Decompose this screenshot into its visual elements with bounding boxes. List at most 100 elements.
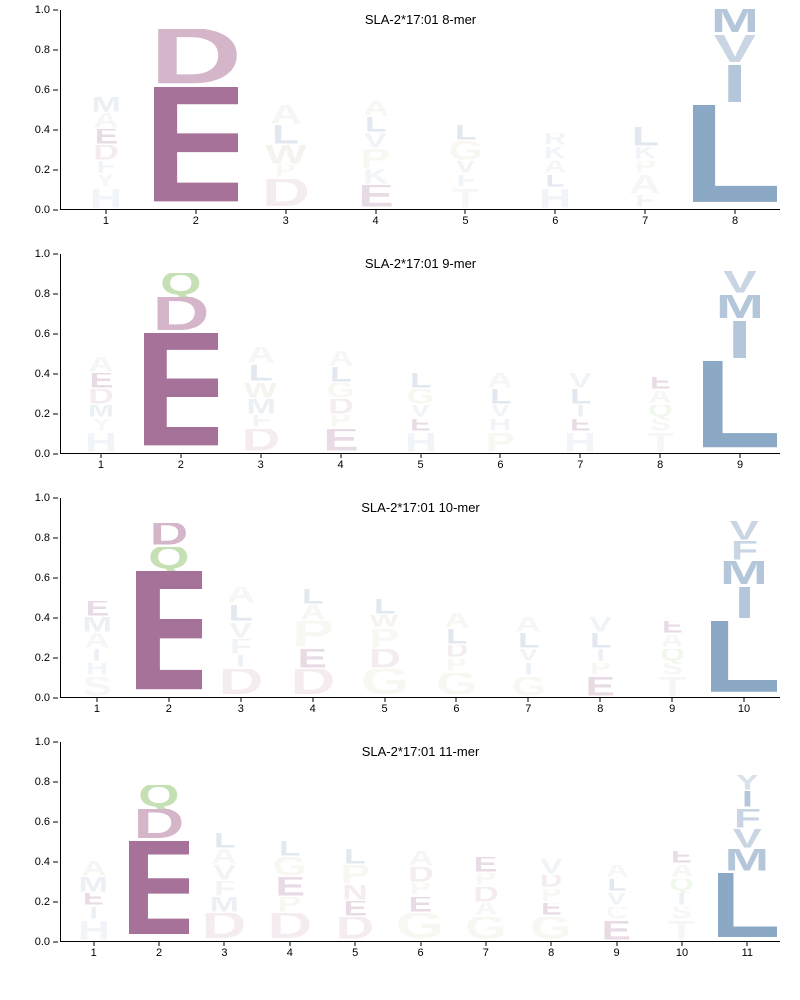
- logo-column: ED: [151, 10, 241, 209]
- x-tick-label: 5: [462, 215, 468, 227]
- y-tick-mark: [53, 578, 58, 579]
- logo-column: HYMDEA: [61, 254, 141, 453]
- logo-panel: SLA-2*17:01 8-mer0.00.20.40.60.81.0HYFDE…: [10, 10, 790, 240]
- logo-letter: D: [64, 389, 138, 405]
- x-tick-mark: [420, 453, 421, 458]
- y-tick-mark: [53, 498, 58, 499]
- logo-letter: T: [639, 677, 705, 697]
- logo-letter: A: [513, 161, 597, 175]
- logo-letter: D: [224, 429, 298, 453]
- x-tick-label: 9: [737, 459, 743, 471]
- logo-panel: SLA-2*17:01 9-mer0.00.20.40.60.81.0HYMDE…: [10, 254, 790, 484]
- logo-letter: M: [224, 399, 298, 415]
- logo-letter: P: [567, 663, 633, 677]
- logo-letter: G: [304, 383, 378, 399]
- logo-letter: G: [495, 677, 561, 697]
- logo-letter: A: [603, 175, 687, 195]
- x-tick-label: 11: [742, 947, 753, 959]
- y-tick-label: 0.2: [35, 652, 50, 664]
- logo-column: EPILV: [564, 498, 636, 697]
- logo-letter: D: [64, 145, 148, 161]
- logo-column: GEPDA: [388, 742, 453, 941]
- logo-letter: P: [463, 433, 537, 453]
- x-tick-mark: [672, 697, 673, 702]
- logo-letter: L: [587, 879, 646, 893]
- logo-letter: H: [513, 189, 597, 209]
- logo-column: SHIAME: [61, 498, 133, 697]
- panel-title: SLA-2*17:01 10-mer: [361, 500, 480, 515]
- logo-letter: L: [352, 599, 418, 615]
- plot-area: SLA-2*17:01 11-mer0.00.20.40.60.81.0HIEM…: [60, 742, 780, 942]
- x-tick-label: 3: [238, 703, 244, 715]
- x-tick-label: 6: [552, 215, 558, 227]
- logo-letter: R: [513, 133, 597, 147]
- y-tick-mark: [53, 538, 58, 539]
- logo-letter: V: [587, 893, 646, 907]
- logo-letter: F: [424, 175, 508, 189]
- logo-column: EPDGLA: [301, 254, 381, 453]
- logo-letter: I: [64, 907, 123, 921]
- logo-column: GADPE: [453, 742, 518, 941]
- x-tick-mark: [260, 453, 261, 458]
- x-tick-mark: [168, 697, 169, 702]
- x-tick-label: 2: [156, 947, 162, 959]
- x-tick-label: 7: [525, 703, 531, 715]
- logo-letter: G: [456, 917, 515, 941]
- logo-column: TFVGL: [421, 10, 511, 209]
- x-tick-label: 2: [193, 215, 199, 227]
- x-tick-mark: [180, 453, 181, 458]
- logo-letter: F: [718, 809, 777, 829]
- logo-letter: V: [543, 373, 617, 389]
- x-tick-mark: [744, 697, 745, 702]
- logo-letter: E: [154, 87, 238, 209]
- logo-letter: W: [224, 383, 298, 399]
- logo-letter: D: [352, 649, 418, 669]
- logo-column: DPWLA: [241, 10, 331, 209]
- logo-letter: L: [260, 841, 319, 857]
- y-tick-mark: [53, 10, 58, 11]
- y-tick-label: 0.0: [35, 204, 50, 216]
- plot-area: SLA-2*17:01 8-mer0.00.20.40.60.81.0HYFDE…: [60, 10, 780, 210]
- x-tick-label: 4: [287, 947, 293, 959]
- logo-letter: I: [693, 65, 777, 105]
- logo-column: FAPKL: [600, 10, 690, 209]
- logo-letter: D: [325, 917, 384, 941]
- x-tick-label: 5: [352, 947, 358, 959]
- logo-letter: F: [711, 541, 777, 561]
- logo-letter: L: [244, 125, 328, 145]
- logo-letter: T: [623, 433, 697, 453]
- logo-letter: L: [718, 873, 777, 941]
- logo-letter: V: [522, 859, 581, 875]
- logo-letter: V: [703, 271, 777, 295]
- y-tick-label: 0.0: [35, 692, 50, 704]
- logo-letter: P: [352, 629, 418, 649]
- logo-letter: D: [208, 669, 274, 697]
- x-tick-mark: [224, 941, 225, 946]
- logo-letter: P: [391, 883, 450, 897]
- logo-column: GDPWL: [349, 498, 421, 697]
- y-tick-mark: [53, 90, 58, 91]
- logo-letter: L: [513, 175, 597, 189]
- logo-letter: D: [244, 179, 328, 209]
- logo-letter: V: [711, 521, 777, 541]
- logo-letter: F: [603, 195, 687, 209]
- logo-letter: L: [463, 389, 537, 405]
- logo-letter: Q: [639, 649, 705, 663]
- logo-letter: E: [64, 373, 138, 389]
- x-tick-mark: [93, 941, 94, 946]
- logo-letter: H: [463, 419, 537, 433]
- logo-letter: D: [129, 809, 188, 841]
- logo-letter: G: [424, 141, 508, 161]
- logo-letter: A: [495, 617, 561, 633]
- y-axis: 0.00.20.40.60.81.0: [16, 498, 58, 697]
- logo-letter: P: [325, 865, 384, 885]
- y-tick-label: 0.8: [35, 532, 50, 544]
- x-tick-label: 4: [310, 703, 316, 715]
- logo-column: LIVM: [690, 10, 780, 209]
- logo-column: HLAKR: [510, 10, 600, 209]
- logo-letter: M: [693, 9, 777, 35]
- logo-letter: D: [136, 523, 202, 547]
- y-tick-label: 0.4: [35, 856, 50, 868]
- logo-column: HYFDEAM: [61, 10, 151, 209]
- y-axis: 0.00.20.40.60.81.0: [16, 254, 58, 453]
